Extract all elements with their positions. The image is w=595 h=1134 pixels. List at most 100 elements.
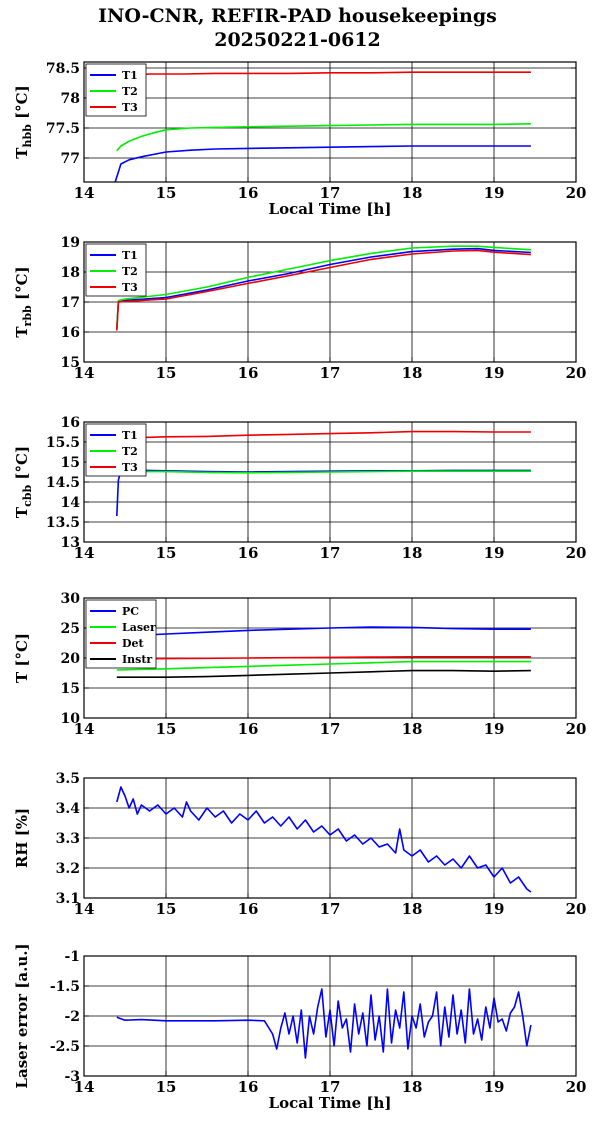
y-tick-label: 78 xyxy=(61,91,80,107)
y-tick-label: 25 xyxy=(61,621,80,637)
x-tick-label: 18 xyxy=(402,544,423,562)
x-tick-label: 20 xyxy=(566,1078,587,1096)
x-tick-label: 15 xyxy=(156,544,177,562)
y-tick-label: -2.5 xyxy=(50,1039,80,1055)
y-tick-label: 20 xyxy=(61,651,81,667)
x-tick-label: 15 xyxy=(156,1078,177,1096)
y-tick-label: 14.5 xyxy=(46,475,80,491)
x-tick-label: 15 xyxy=(156,900,177,918)
y-tick-label: 3.1 xyxy=(56,891,80,907)
x-tick-label: 20 xyxy=(566,544,587,562)
x-tick-label: 15 xyxy=(156,364,177,382)
x-tick-label: 16 xyxy=(238,544,259,562)
x-tick-label: 19 xyxy=(484,184,505,202)
y-tick-label: 3.4 xyxy=(56,801,81,817)
y-tick-label: 77 xyxy=(61,151,80,167)
x-tick-label: 18 xyxy=(402,184,423,202)
legend-label-t3: T3 xyxy=(122,101,138,114)
panel-6: 14 15 16 17 18 19 20 -3 -2.5 -2 -1.5 -1 Laser error … xyxy=(13,943,586,1112)
legend-label-t1: T1 xyxy=(122,69,138,82)
y-tick-label: 17 xyxy=(61,295,80,311)
x-tick-label: 17 xyxy=(320,544,341,562)
series-line-t3 xyxy=(116,249,531,331)
y-axis-label: RH [%] xyxy=(13,808,31,868)
y-tick-label: 15.5 xyxy=(46,435,80,451)
x-tick-label: 14 xyxy=(74,184,95,202)
x-tick-label: 19 xyxy=(484,720,505,738)
series-line-t3 xyxy=(120,430,531,439)
y-axis-label: Laser error [a.u.] xyxy=(13,943,31,1088)
series-line-instr xyxy=(116,669,531,678)
y-tick-label: 13 xyxy=(61,535,80,551)
x-tick-label: 17 xyxy=(320,1078,341,1096)
series-line-1 xyxy=(116,988,532,1059)
y-tick-label: 30 xyxy=(61,591,81,607)
x-tick-label: 20 xyxy=(566,184,587,202)
x-tick-label: 18 xyxy=(402,900,423,918)
y-tick-label: -1 xyxy=(64,949,80,965)
y-tick-label: 10 xyxy=(61,711,81,727)
x-tick-label: 20 xyxy=(566,720,587,738)
y-axis-label: Tcbb [°C] xyxy=(13,446,34,518)
y-tick-label: 15 xyxy=(61,355,80,371)
x-tick-label: 20 xyxy=(566,900,587,918)
legend-label-t2: T2 xyxy=(122,445,138,458)
x-tick-label: 16 xyxy=(238,720,259,738)
legend-label-det: Det xyxy=(122,637,145,650)
legend-label-instr: Instr xyxy=(122,653,152,666)
legend: T1 T2 T3 xyxy=(85,423,147,477)
y-axis-label: Thbb [°C] xyxy=(13,85,34,158)
series-line-det xyxy=(116,656,531,660)
y-axis-label: Trbb [°C] xyxy=(13,266,34,337)
legend-label-pc: PC xyxy=(122,605,139,618)
y-tick-label: 16 xyxy=(61,325,80,341)
series-line-1 xyxy=(116,786,532,893)
y-tick-label: 15 xyxy=(61,681,80,697)
x-tick-label: 14 xyxy=(74,1078,95,1096)
legend: T1 T2 T3 xyxy=(85,243,147,297)
legend-label-t3: T3 xyxy=(122,461,138,474)
x-tick-label: 18 xyxy=(402,720,423,738)
legend-label-laser: Laser xyxy=(122,621,156,634)
x-tick-label: 20 xyxy=(566,364,587,382)
y-tick-label: -3 xyxy=(64,1069,80,1085)
series-line-t3 xyxy=(120,71,531,81)
x-tick-label: 16 xyxy=(238,184,259,202)
x-tick-label: 19 xyxy=(484,1078,505,1096)
y-tick-label: 15 xyxy=(61,455,80,471)
x-tick-label: 14 xyxy=(74,364,95,382)
series-line-t1 xyxy=(114,145,531,183)
y-tick-label: 3.3 xyxy=(56,831,80,847)
series-line-t1 xyxy=(116,247,531,330)
x-tick-label: 16 xyxy=(238,364,259,382)
legend-label-t1: T1 xyxy=(122,429,138,442)
y-tick-label: -1.5 xyxy=(50,979,80,995)
y-tick-label: 3.2 xyxy=(56,861,80,877)
legend-label-t1: T1 xyxy=(122,249,138,262)
y-tick-label: 14 xyxy=(61,495,81,511)
x-tick-label: 18 xyxy=(402,1078,423,1096)
x-tick-label: 14 xyxy=(74,720,95,738)
title-line-2: 20250221-0612 xyxy=(214,29,381,51)
x-axis-label: Local Time [h] xyxy=(269,1094,392,1112)
chart-title: INO-CNR, REFIR-PAD housekeepings 2025022… xyxy=(0,4,595,52)
legend: T1 T2 T3 xyxy=(85,63,147,117)
y-tick-label: 13.5 xyxy=(46,515,80,531)
legend-label-t2: T2 xyxy=(122,265,138,278)
y-tick-label: 3.5 xyxy=(56,771,80,787)
legend: PC Laser Det Instr xyxy=(85,599,157,669)
y-tick-label: 19 xyxy=(61,235,80,251)
series-line-t2 xyxy=(116,245,531,328)
x-tick-label: 15 xyxy=(156,184,177,202)
series-line-t2 xyxy=(116,123,531,152)
y-tick-label: 77.5 xyxy=(46,121,80,137)
x-tick-label: 18 xyxy=(402,364,423,382)
series-line-t2 xyxy=(120,470,531,474)
x-tick-label: 15 xyxy=(156,720,177,738)
legend-label-t3: T3 xyxy=(122,281,138,294)
x-tick-label: 17 xyxy=(320,900,341,918)
x-tick-label: 17 xyxy=(320,184,341,202)
x-tick-label: 19 xyxy=(484,900,505,918)
